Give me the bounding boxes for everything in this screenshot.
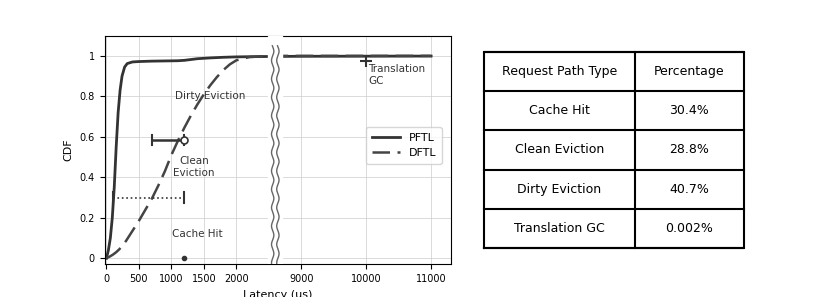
Text: Clean Eviction: Clean Eviction xyxy=(515,143,604,157)
Bar xyxy=(268,36,282,268)
Y-axis label: CDF: CDF xyxy=(64,139,74,161)
Text: Percentage: Percentage xyxy=(654,65,725,78)
Text: Dirty Eviction: Dirty Eviction xyxy=(517,183,601,196)
Text: Translation
GC: Translation GC xyxy=(368,64,426,86)
Text: Cache Hit: Cache Hit xyxy=(529,104,589,117)
Text: Request Path Type: Request Path Type xyxy=(502,65,617,78)
Legend: PFTL, DFTL: PFTL, DFTL xyxy=(366,127,441,164)
Text: Dirty Eviction: Dirty Eviction xyxy=(176,91,246,101)
Text: 40.7%: 40.7% xyxy=(670,183,710,196)
Text: 30.4%: 30.4% xyxy=(670,104,709,117)
Text: 0.002%: 0.002% xyxy=(665,222,713,235)
Text: Cache Hit: Cache Hit xyxy=(172,229,222,239)
Text: Translation GC: Translation GC xyxy=(514,222,604,235)
Text: 28.8%: 28.8% xyxy=(670,143,710,157)
Text: Clean
Eviction: Clean Eviction xyxy=(173,157,215,178)
X-axis label: Latency (us): Latency (us) xyxy=(243,290,312,297)
